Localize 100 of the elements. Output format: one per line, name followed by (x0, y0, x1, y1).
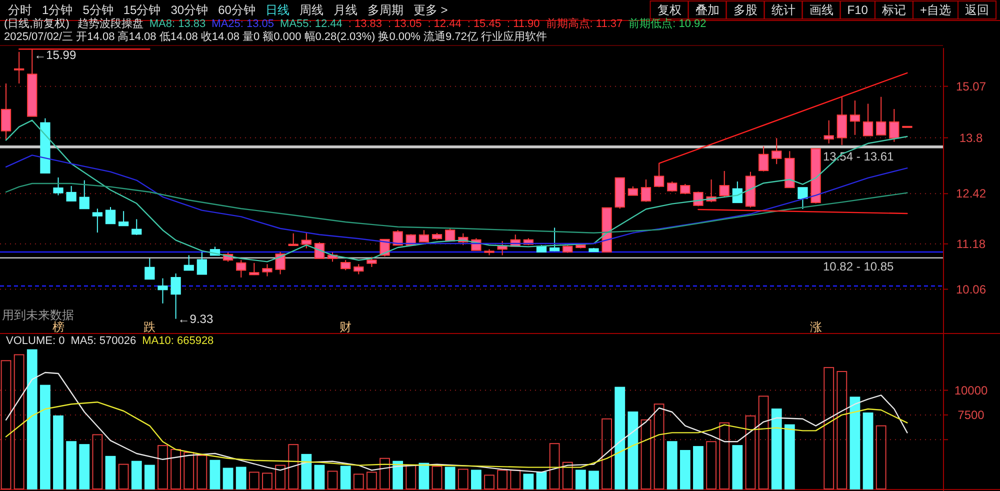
candlestick (262, 264, 272, 277)
bar (53, 415, 64, 490)
bar (850, 396, 860, 490)
bar (536, 472, 547, 490)
candlestick (275, 251, 286, 275)
bar (693, 446, 704, 490)
candlestick (340, 260, 351, 271)
candlestick (862, 103, 874, 136)
candlestick (719, 170, 730, 197)
y-tick-label: 10000 (954, 383, 988, 398)
bar (275, 464, 286, 490)
bar (248, 472, 260, 490)
bar (862, 412, 874, 490)
candlestick (170, 272, 181, 320)
candlestick (288, 232, 298, 246)
text: : 13.05 (388, 18, 422, 30)
bar (301, 454, 312, 490)
bar (158, 445, 168, 490)
candlestick (66, 185, 76, 202)
bar (170, 449, 181, 490)
bar (602, 418, 612, 490)
line-series (5, 402, 908, 468)
annotation: 用到未来数据 (2, 308, 74, 322)
annotation: ←9.33 (178, 312, 214, 326)
bar (406, 464, 416, 490)
bar (836, 371, 848, 490)
bar (706, 441, 716, 490)
bar (26, 349, 38, 490)
text: : 11.90 (506, 18, 540, 30)
candlestick (144, 258, 155, 280)
text: 前期低点: 10.92 (628, 17, 706, 30)
y-tick-label: 11.18 (956, 236, 986, 251)
bar (784, 424, 795, 490)
bar (745, 415, 756, 490)
bar (575, 470, 586, 490)
bar (92, 434, 103, 490)
bar (640, 419, 652, 490)
text: 多股 (733, 3, 758, 17)
annotation: MA5: 570026 (70, 335, 136, 347)
category-label: 榜 (52, 320, 64, 334)
bar (236, 466, 246, 490)
candlestick (798, 187, 808, 210)
candlestick (92, 208, 103, 234)
candlestick (640, 178, 652, 202)
candlestick (418, 230, 430, 242)
bar (628, 411, 638, 490)
text: 更多 > (413, 3, 448, 17)
candlestick (132, 218, 142, 236)
candlestick (366, 256, 377, 268)
candlestick (392, 230, 403, 246)
y-tick-label: 12.42 (956, 186, 986, 201)
bar (432, 466, 442, 490)
bar (758, 396, 769, 490)
candlestick (314, 242, 325, 259)
text: +自选 (920, 3, 951, 17)
bar (824, 367, 834, 490)
text: : 12.44 (428, 18, 462, 30)
bar (510, 470, 521, 490)
category-label: 跌 (144, 320, 156, 334)
bar (210, 460, 220, 490)
bar (771, 408, 782, 490)
bar (131, 460, 142, 490)
candlestick (196, 251, 207, 275)
candlestick (184, 254, 194, 271)
text: : 15.45 (467, 18, 501, 30)
text: 复权 (657, 3, 682, 17)
candlestick (0, 82, 12, 141)
bar (471, 470, 482, 490)
candlestick (850, 100, 860, 136)
text: 15分钟 (123, 3, 161, 17)
text: 统计 (771, 3, 796, 17)
bar (184, 452, 194, 490)
candlestick (654, 162, 664, 188)
y-tick-label: 10.06 (956, 282, 986, 296)
candlestick (758, 146, 769, 172)
candlestick (158, 278, 168, 304)
candlestick (53, 176, 64, 196)
candlestick (79, 180, 90, 210)
text: 60分钟 (218, 3, 256, 17)
candlestick (445, 228, 456, 242)
text: 标记 (880, 3, 906, 17)
annotation: MA10: 665928 (142, 335, 214, 347)
text: 日线 (265, 3, 290, 17)
bar (484, 474, 494, 490)
text: MA8: 13.83 (149, 18, 206, 30)
bar (562, 462, 573, 490)
bar (40, 384, 50, 490)
bar (732, 445, 743, 490)
candlestick (772, 138, 782, 165)
bar (614, 386, 626, 490)
bar (523, 474, 534, 490)
bar (222, 468, 234, 490)
text: MA25: 13.05 (212, 18, 274, 30)
text: 前期高点: 11.37 (546, 17, 623, 30)
bar (497, 470, 508, 490)
bar (144, 464, 155, 490)
text: 30分钟 (170, 3, 208, 17)
bar (353, 474, 364, 490)
candlestick (118, 210, 129, 226)
bar (380, 458, 390, 490)
